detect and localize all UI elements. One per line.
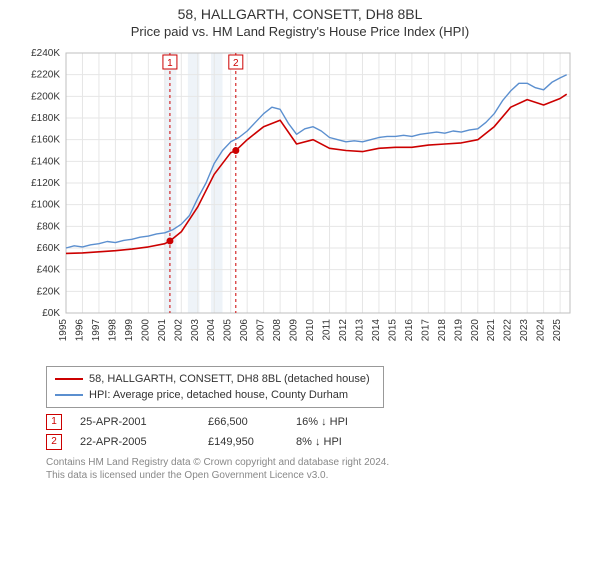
svg-text:2025: 2025 xyxy=(552,319,563,342)
event-note: 8% ↓ HPI xyxy=(296,436,342,448)
svg-text:2023: 2023 xyxy=(519,319,530,342)
event-row: 2 22-APR-2005 £149,950 8% ↓ HPI xyxy=(46,434,572,450)
svg-text:2005: 2005 xyxy=(223,319,234,342)
svg-text:2: 2 xyxy=(233,58,239,69)
svg-text:£100K: £100K xyxy=(31,200,60,211)
chart-container: £0K £20K £40K £60K £80K £100K £120K £140K £160K £… xyxy=(20,45,580,358)
svg-text:2022: 2022 xyxy=(503,319,514,342)
svg-text:1996: 1996 xyxy=(74,319,85,342)
legend-swatch xyxy=(55,378,83,380)
event-date: 22-APR-2005 xyxy=(80,436,190,448)
svg-text:£0K: £0K xyxy=(42,308,60,319)
svg-text:£80K: £80K xyxy=(37,221,61,232)
legend-label: 58, HALLGARTH, CONSETT, DH8 8BL (detache… xyxy=(89,371,370,387)
svg-text:2008: 2008 xyxy=(272,319,283,342)
svg-text:2010: 2010 xyxy=(305,319,316,342)
svg-text:2019: 2019 xyxy=(453,319,464,342)
svg-text:£180K: £180K xyxy=(31,113,60,124)
license-line-2: This data is licensed under the Open Gov… xyxy=(46,469,572,482)
event-marker: 1 xyxy=(46,414,62,430)
svg-text:2001: 2001 xyxy=(157,319,168,342)
svg-text:2014: 2014 xyxy=(371,319,382,342)
page-title: 58, HALLGARTH, CONSETT, DH8 8BL xyxy=(0,6,600,22)
svg-text:£60K: £60K xyxy=(37,243,61,254)
event-price: £149,950 xyxy=(208,436,278,448)
svg-text:2009: 2009 xyxy=(289,319,300,342)
svg-text:2003: 2003 xyxy=(190,319,201,342)
legend-item: HPI: Average price, detached house, Coun… xyxy=(55,387,375,403)
svg-text:2013: 2013 xyxy=(354,319,365,342)
svg-text:1997: 1997 xyxy=(91,319,102,342)
svg-text:1999: 1999 xyxy=(124,319,135,342)
svg-text:2020: 2020 xyxy=(470,319,481,342)
event-note: 16% ↓ HPI xyxy=(296,416,348,428)
svg-text:£20K: £20K xyxy=(37,286,61,297)
legend-item: 58, HALLGARTH, CONSETT, DH8 8BL (detache… xyxy=(55,371,375,387)
svg-text:2012: 2012 xyxy=(338,319,349,342)
legend: 58, HALLGARTH, CONSETT, DH8 8BL (detache… xyxy=(46,366,384,408)
svg-text:2024: 2024 xyxy=(536,319,547,342)
svg-text:2015: 2015 xyxy=(387,319,398,342)
svg-text:2002: 2002 xyxy=(173,319,184,342)
svg-text:£120K: £120K xyxy=(31,178,60,189)
svg-text:1: 1 xyxy=(167,58,173,69)
svg-text:2011: 2011 xyxy=(322,319,333,341)
event-row: 1 25-APR-2001 £66,500 16% ↓ HPI xyxy=(46,414,572,430)
license-line-1: Contains HM Land Registry data © Crown c… xyxy=(46,456,572,469)
svg-text:£140K: £140K xyxy=(31,156,60,167)
events-list: 1 25-APR-2001 £66,500 16% ↓ HPI 2 22-APR-2005… xyxy=(46,414,572,450)
svg-text:£40K: £40K xyxy=(37,265,61,276)
svg-text:1998: 1998 xyxy=(107,319,118,342)
page-subtitle: Price paid vs. HM Land Registry's House … xyxy=(0,24,600,39)
svg-text:2004: 2004 xyxy=(206,319,217,342)
legend-swatch xyxy=(55,394,83,396)
svg-text:2006: 2006 xyxy=(239,319,250,342)
svg-text:2021: 2021 xyxy=(486,319,497,342)
svg-text:£200K: £200K xyxy=(31,91,60,102)
legend-label: HPI: Average price, detached house, Coun… xyxy=(89,387,348,403)
price-chart: £0K £20K £40K £60K £80K £100K £120K £140K £160K £… xyxy=(20,45,580,355)
svg-text:2000: 2000 xyxy=(140,319,151,342)
svg-text:2016: 2016 xyxy=(404,319,415,342)
svg-text:£240K: £240K xyxy=(31,48,60,59)
svg-text:2018: 2018 xyxy=(437,319,448,342)
svg-text:2007: 2007 xyxy=(256,319,267,342)
event-date: 25-APR-2001 xyxy=(80,416,190,428)
event-marker: 2 xyxy=(46,434,62,450)
svg-text:2017: 2017 xyxy=(420,319,431,342)
svg-text:£160K: £160K xyxy=(31,135,60,146)
license-text: Contains HM Land Registry data © Crown c… xyxy=(46,456,572,482)
event-price: £66,500 xyxy=(208,416,278,428)
svg-text:1995: 1995 xyxy=(58,319,69,342)
svg-text:£220K: £220K xyxy=(31,70,60,81)
